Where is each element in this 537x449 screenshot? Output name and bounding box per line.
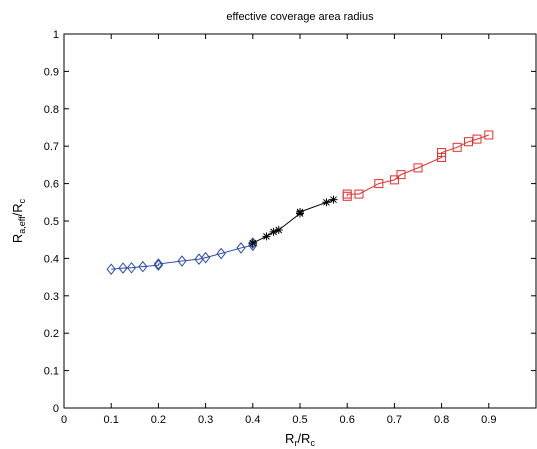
axis-ticks: 0 0.1 0.2 0.3 0.4 0.5 0.6 0.7 0.8 0.9 0 0.1 0.2 0.3 0.… bbox=[44, 29, 536, 426]
series-line bbox=[111, 243, 254, 270]
data-point bbox=[374, 179, 384, 189]
x-tick-label: 0.1 bbox=[104, 414, 119, 426]
data-point bbox=[437, 152, 447, 162]
data-point bbox=[484, 130, 494, 140]
x-tick-label: 0.2 bbox=[151, 414, 166, 426]
y-tick-label: 0 bbox=[53, 403, 59, 415]
y-tick-label: 0.5 bbox=[44, 216, 59, 228]
y-tick-label: 0.1 bbox=[44, 366, 59, 378]
x-tick-label: 0.8 bbox=[434, 414, 449, 426]
data-point bbox=[118, 262, 128, 274]
y-tick-label: 0.2 bbox=[44, 328, 59, 340]
data-point bbox=[177, 255, 187, 267]
data-point bbox=[153, 258, 164, 270]
data-point bbox=[437, 148, 447, 158]
series-1 bbox=[248, 195, 338, 248]
data-point bbox=[296, 208, 304, 217]
x-tick-label: 0.5 bbox=[292, 414, 307, 426]
chart-title: effective coverage area radius bbox=[226, 11, 374, 23]
y-axis-label: Ra,eff/Rc bbox=[10, 198, 27, 243]
y-tick-label: 0.9 bbox=[44, 66, 59, 78]
data-point bbox=[262, 232, 271, 241]
data-point bbox=[126, 261, 137, 274]
x-tick-label: 0.3 bbox=[198, 414, 213, 426]
data-point bbox=[396, 170, 406, 180]
data-point bbox=[322, 198, 331, 207]
series-line bbox=[346, 134, 489, 197]
y-tick-label: 0.6 bbox=[44, 179, 59, 191]
y-tick-label: 1 bbox=[53, 29, 59, 41]
data-point bbox=[106, 263, 116, 276]
y-tick-label: 0.7 bbox=[44, 141, 59, 153]
y-tick-label: 0.3 bbox=[44, 291, 59, 303]
data-point bbox=[452, 142, 462, 152]
data-point bbox=[248, 239, 258, 252]
x-axis-label: Rr/Rc bbox=[285, 431, 315, 448]
series-2 bbox=[342, 130, 494, 201]
series-0 bbox=[106, 237, 258, 276]
x-tick-label: 0.7 bbox=[387, 414, 402, 426]
data-point bbox=[153, 259, 164, 271]
data-point bbox=[329, 195, 338, 204]
data-point bbox=[413, 163, 423, 173]
data-point bbox=[389, 175, 399, 185]
y-tick-label: 0.8 bbox=[44, 104, 59, 116]
data-point bbox=[354, 189, 364, 199]
data-point bbox=[274, 225, 283, 234]
x-tick-label: 0.4 bbox=[245, 414, 260, 426]
x-tick-label: 0 bbox=[61, 414, 67, 426]
y-tick-label: 0.4 bbox=[44, 253, 59, 265]
data-point bbox=[269, 227, 278, 236]
data-point bbox=[236, 242, 246, 254]
data-point bbox=[138, 260, 148, 273]
plot-area bbox=[63, 33, 537, 409]
x-tick-label: 0.9 bbox=[481, 414, 496, 426]
series-layer bbox=[106, 130, 494, 276]
data-point bbox=[200, 251, 211, 264]
x-tick-label: 0.6 bbox=[340, 414, 355, 426]
data-point bbox=[216, 247, 226, 260]
data-point bbox=[248, 239, 257, 248]
data-point bbox=[472, 134, 482, 144]
data-point bbox=[342, 189, 352, 199]
